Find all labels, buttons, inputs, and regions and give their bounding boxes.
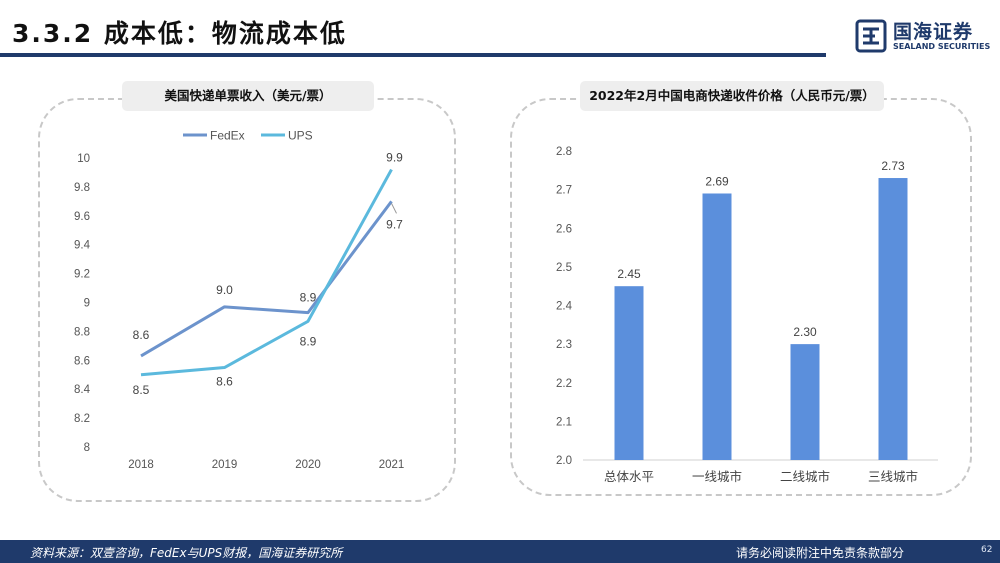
y-tick-label: 2.1 — [556, 416, 572, 428]
legend-label: FedEx — [210, 129, 245, 143]
x-category-label: 总体水平 — [604, 470, 654, 484]
series-line-fedex — [140, 200, 393, 358]
page-title: 3.3.2 成本低：物流成本低 — [12, 19, 347, 48]
bar — [702, 193, 732, 461]
data-label-ups: 8.5 — [133, 383, 150, 397]
logo-en-text: SEALAND SECURITIES — [893, 42, 991, 51]
y-tick-label: 9.8 — [74, 182, 90, 194]
series-line-ups — [140, 168, 393, 377]
data-label-fedex: 9.0 — [216, 283, 233, 297]
data-label-fedex: 8.6 — [133, 328, 150, 342]
y-tick-label: 2.8 — [556, 146, 572, 158]
y-tick-label: 2.7 — [556, 185, 572, 197]
x-tick-label: 2018 — [128, 459, 154, 471]
x-category-label: 一线城市 — [692, 469, 742, 484]
footer-bar: 资料来源：双壹咨询，FedEx与UPS财报，国海证券研究所 请务必阅读附注中免责… — [0, 540, 1000, 563]
y-tick-label: 2.5 — [556, 262, 572, 274]
y-tick-label: 8.4 — [74, 384, 91, 396]
y-tick-label: 9 — [84, 298, 90, 310]
bar-chart-title: 2022年2月中国电商快递收件价格（人民币元/票） — [580, 81, 884, 111]
y-tick-label: 8.2 — [74, 413, 90, 425]
y-tick-label: 2.0 — [556, 455, 572, 467]
bar-value-label: 2.73 — [881, 159, 905, 173]
footer-source: 资料来源：双壹咨询，FedEx与UPS财报，国海证券研究所 — [30, 546, 343, 560]
x-tick-label: 2021 — [379, 459, 405, 471]
x-tick-label: 2020 — [295, 459, 321, 471]
y-tick-label: 8 — [84, 442, 90, 454]
data-label-fedex: 9.7 — [386, 217, 403, 231]
y-tick-label: 2.2 — [556, 378, 572, 390]
data-label-ups: 8.6 — [216, 375, 233, 389]
x-category-label: 三线城市 — [868, 469, 918, 484]
data-label-leader — [391, 203, 397, 214]
brand-logo: 国海证券 SEALAND SECURITIES — [855, 17, 995, 57]
page-number: 62 — [981, 545, 993, 555]
line-chart-title: 美国快递单票收入（美元/票） — [122, 81, 374, 111]
y-tick-label: 2.6 — [556, 223, 572, 235]
y-tick-label: 2.4 — [556, 301, 573, 313]
y-tick-label: 8.6 — [74, 355, 90, 367]
y-tick-label: 2.3 — [556, 339, 572, 351]
data-label-ups: 8.9 — [300, 334, 317, 348]
y-tick-label: 10 — [77, 153, 90, 165]
bar-value-label: 2.69 — [705, 174, 729, 188]
bar — [878, 178, 908, 460]
title-divider — [0, 53, 826, 57]
footer-disclaimer: 请务必阅读附注中免责条款部分 — [736, 546, 905, 560]
bar — [790, 344, 820, 460]
y-tick-label: 8.8 — [74, 326, 90, 338]
y-tick-label: 9.6 — [74, 211, 90, 223]
legend-label: UPS — [288, 129, 313, 143]
bar-value-label: 2.30 — [793, 325, 817, 339]
x-category-label: 二线城市 — [780, 469, 830, 484]
data-label-fedex: 8.9 — [300, 291, 317, 305]
y-tick-label: 9.4 — [74, 240, 91, 252]
data-label-ups: 9.9 — [386, 151, 403, 165]
logo-cn-text: 国海证券 — [893, 21, 974, 43]
bar — [614, 286, 644, 460]
bar-value-label: 2.45 — [617, 267, 641, 281]
x-tick-label: 2019 — [212, 459, 238, 471]
y-tick-label: 9.2 — [74, 269, 90, 281]
sealand-logo-icon — [855, 19, 887, 53]
